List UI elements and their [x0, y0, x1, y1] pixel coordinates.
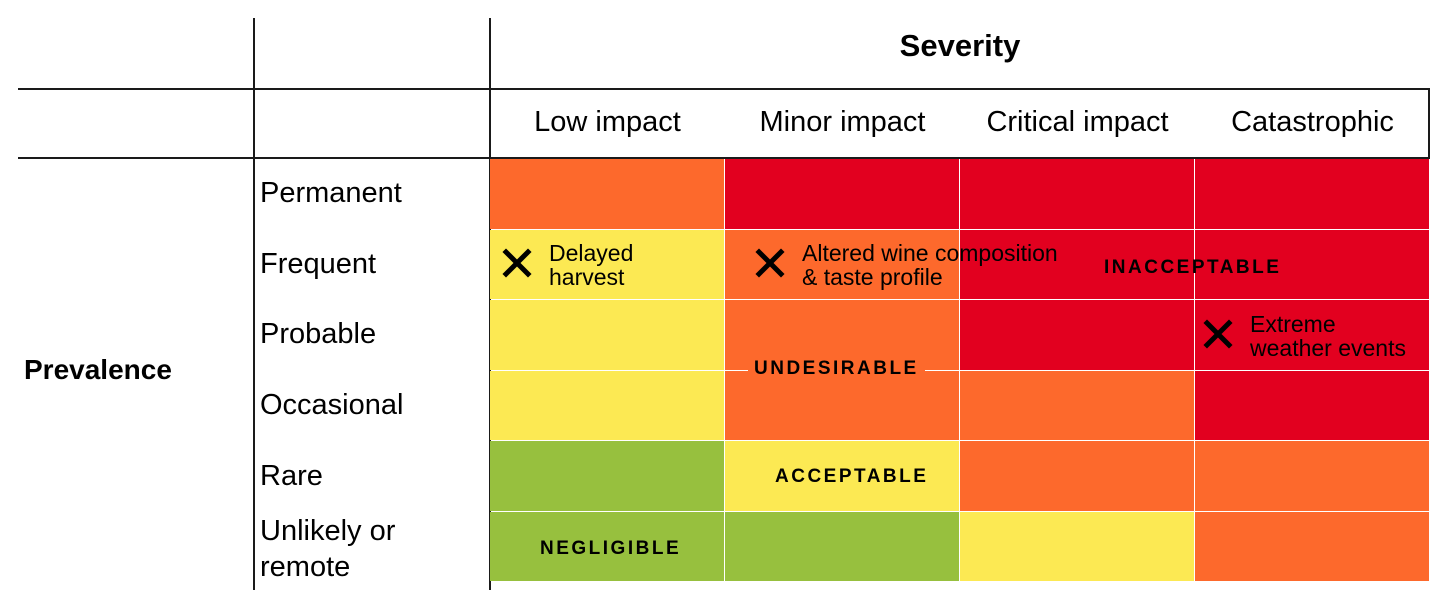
- hazard-label: Delayed harvest: [549, 240, 634, 290]
- divider-horizontal-1: [18, 88, 1430, 90]
- matrix-cell-r6-catastrophic: [1195, 511, 1429, 581]
- matrix-cell-r1-catastrophic: [1195, 159, 1429, 229]
- hazard-label: Altered wine composition & taste profile: [802, 240, 1058, 290]
- matrix-cell-r4-minor: [725, 370, 959, 440]
- header-right-border: [1428, 88, 1430, 158]
- matrix-cell-r4-critical: [960, 370, 1194, 440]
- prevalence-title: Prevalence: [24, 354, 172, 385]
- column-header-minor-impact: Minor impact: [759, 106, 926, 138]
- matrix-cell-r3-minor: [725, 300, 959, 370]
- zone-label-acceptable: ACCEPTABLE: [775, 466, 929, 487]
- matrix-cell-r5-critical: [960, 441, 1194, 511]
- row-header-probable: Probable: [260, 318, 377, 350]
- column-header-low-impact: Low impact: [534, 106, 681, 138]
- matrix-cell-r5-low: [490, 441, 724, 511]
- matrix-cell-r6-critical: [960, 511, 1194, 581]
- matrix-cell-r1-low: [490, 159, 724, 229]
- matrix-cell-r2-catastrophic: [1195, 229, 1429, 299]
- column-header-catastrophic: Catastrophic: [1231, 106, 1394, 138]
- column-header-critical-impact: Critical impact: [986, 106, 1169, 138]
- row-header-frequent: Frequent: [260, 248, 377, 280]
- matrix-cell-r2-minor: [725, 229, 959, 299]
- matrix-cell-r2-critical: [960, 229, 1194, 299]
- matrix-cell-r5-minor: [725, 441, 959, 511]
- matrix-cell-r4-catastrophic: [1195, 370, 1429, 440]
- matrix-cell-r5-catastrophic: [1195, 441, 1429, 511]
- zone-label-inacceptable: INACCEPTABLE: [1104, 257, 1282, 278]
- hazard-delayed-harvest: Delayed harvest: [501, 241, 721, 291]
- row-header-occasional: Occasional: [260, 389, 404, 421]
- matrix-cell-r1-critical: [960, 159, 1194, 229]
- row-header-unlikely-or-remote: Unlikely or remote: [260, 515, 396, 583]
- cross-icon: [1203, 319, 1233, 349]
- cross-icon: [755, 248, 785, 278]
- row-header-permanent: Permanent: [260, 177, 402, 209]
- matrix-cell-r3-low: [490, 300, 724, 370]
- divider-vertical-1: [253, 18, 255, 590]
- hazard-altered-wine-composition: Altered wine composition & taste profile: [754, 241, 1154, 291]
- cross-icon: [502, 248, 532, 278]
- hazard-extreme-weather-events: Extreme weather events: [1202, 312, 1428, 362]
- matrix-cell-r3-critical: [960, 300, 1194, 370]
- matrix-cell-r4-low: [490, 370, 724, 440]
- matrix-cell-r2-low: [490, 229, 724, 299]
- row-header-rare: Rare: [260, 460, 323, 492]
- divider-horizontal-2: [18, 157, 1430, 159]
- severity-title: Severity: [899, 28, 1021, 63]
- zone-label-negligible: NEGLIGIBLE: [540, 538, 682, 559]
- matrix-cell-r3-catastrophic: [1195, 300, 1429, 370]
- hazard-label: Extreme weather events: [1250, 311, 1406, 361]
- matrix-cell-r1-minor: [725, 159, 959, 229]
- zone-label-undesirable: UNDESIRABLE: [748, 358, 925, 380]
- matrix-cell-r6-low: [490, 511, 724, 581]
- matrix-cell-r6-minor: [725, 511, 959, 581]
